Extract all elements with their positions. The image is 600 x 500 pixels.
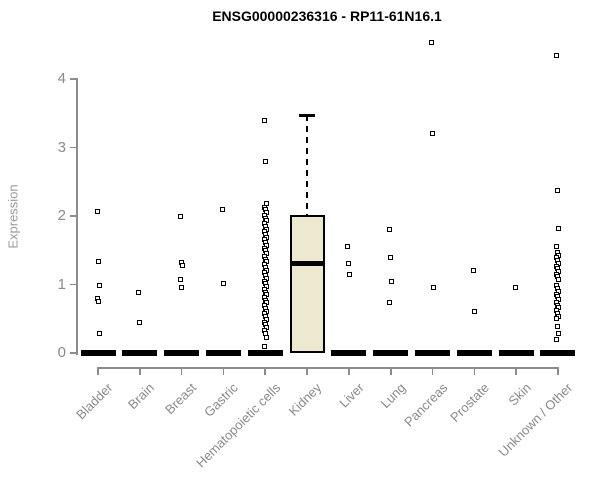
data-point bbox=[96, 282, 102, 288]
data-point bbox=[220, 281, 226, 287]
data-point bbox=[556, 225, 562, 231]
whisker-cap bbox=[299, 114, 316, 117]
data-point bbox=[389, 279, 395, 285]
data-point bbox=[554, 337, 560, 343]
data-point bbox=[262, 330, 268, 336]
data-point bbox=[556, 277, 562, 283]
data-point bbox=[430, 130, 436, 136]
x-axis-tick bbox=[97, 369, 99, 375]
median-bar-zero bbox=[415, 350, 451, 356]
median-bar bbox=[289, 260, 325, 266]
x-axis-tick bbox=[139, 369, 141, 375]
x-axis-tick bbox=[264, 369, 267, 375]
median-bar-zero bbox=[122, 350, 158, 356]
median-bar-zero bbox=[373, 350, 409, 356]
x-tick-label: Unknown / Other bbox=[496, 380, 576, 460]
whisker-line bbox=[306, 115, 309, 216]
x-tick-label: Prostate bbox=[447, 380, 492, 425]
y-axis-tick bbox=[70, 146, 76, 149]
y-tick-label: 1 bbox=[57, 275, 66, 293]
data-point bbox=[512, 285, 518, 291]
median-bar-zero bbox=[80, 350, 116, 356]
data-point bbox=[554, 244, 560, 250]
median-bar-zero bbox=[456, 350, 492, 356]
x-axis bbox=[97, 367, 559, 369]
median-bar-zero bbox=[247, 350, 283, 356]
data-point bbox=[556, 330, 562, 336]
y-tick-label: 2 bbox=[57, 207, 66, 224]
data-point bbox=[431, 284, 437, 290]
y-axis-tick bbox=[70, 352, 76, 354]
median-bar-zero bbox=[498, 350, 534, 356]
x-tick-label: Brain bbox=[125, 380, 158, 413]
data-point bbox=[387, 299, 393, 305]
data-point bbox=[347, 272, 353, 278]
y-axis-tick bbox=[70, 215, 76, 217]
y-tick-label: 3 bbox=[57, 138, 66, 156]
x-axis-tick bbox=[222, 369, 225, 375]
data-point bbox=[95, 258, 101, 264]
median-bar-zero bbox=[331, 350, 367, 356]
data-point bbox=[555, 188, 561, 194]
x-tick-label: Breast bbox=[162, 380, 200, 418]
data-point bbox=[263, 335, 269, 341]
x-axis-tick bbox=[515, 369, 517, 375]
x-axis-tick bbox=[348, 369, 350, 375]
data-point bbox=[137, 320, 143, 326]
data-point bbox=[219, 207, 225, 213]
data-point bbox=[388, 255, 394, 261]
y-axis-tick bbox=[70, 283, 76, 286]
x-tick-label: Lung bbox=[377, 380, 409, 412]
x-tick-label: Kidney bbox=[285, 380, 325, 419]
x-tick-label: Bladder bbox=[73, 380, 116, 423]
x-axis-tick bbox=[431, 369, 434, 375]
data-point bbox=[180, 262, 186, 268]
kidney-box bbox=[289, 215, 325, 353]
x-tick-label: Skin bbox=[505, 380, 534, 409]
median-bar-zero bbox=[164, 350, 200, 356]
data-point bbox=[554, 53, 560, 59]
data-point bbox=[261, 117, 267, 123]
x-tick-label: Gastric bbox=[201, 380, 242, 420]
median-bar-zero bbox=[540, 350, 576, 356]
data-point bbox=[471, 308, 477, 314]
data-point bbox=[345, 243, 351, 249]
y-axis-label: Expression bbox=[5, 184, 21, 249]
x-axis-tick bbox=[389, 369, 392, 375]
y-tick-label: 4 bbox=[57, 70, 66, 87]
data-point bbox=[94, 209, 100, 215]
data-point bbox=[261, 343, 267, 349]
data-point bbox=[387, 226, 393, 232]
data-point bbox=[95, 299, 101, 305]
x-axis-tick bbox=[306, 369, 308, 375]
data-point bbox=[136, 290, 142, 296]
y-tick-label: 0 bbox=[57, 344, 66, 361]
y-axis-tick bbox=[70, 78, 76, 80]
x-axis-tick bbox=[473, 369, 476, 375]
data-point bbox=[178, 277, 184, 283]
data-point bbox=[429, 39, 435, 45]
y-axis bbox=[76, 78, 78, 355]
chart-title: ENSG00000236316 - RP11-61N16.1 bbox=[212, 8, 442, 24]
data-point bbox=[179, 285, 185, 291]
x-axis-tick bbox=[180, 369, 183, 375]
x-tick-label: Liver bbox=[335, 380, 367, 411]
data-point bbox=[96, 331, 102, 337]
data-point bbox=[555, 324, 561, 330]
data-point bbox=[262, 158, 268, 164]
data-point bbox=[470, 268, 476, 274]
x-tick-label: Pancreas bbox=[400, 380, 451, 430]
median-bar-zero bbox=[205, 350, 241, 356]
data-point bbox=[554, 316, 560, 322]
x-axis-tick bbox=[557, 369, 559, 375]
data-point bbox=[346, 261, 352, 267]
data-point bbox=[178, 213, 184, 219]
